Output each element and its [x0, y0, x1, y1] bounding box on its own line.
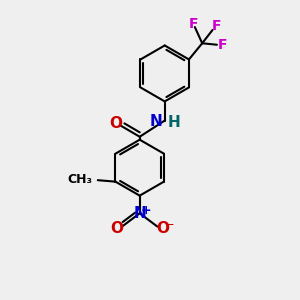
Text: F: F — [189, 16, 198, 31]
Text: H: H — [168, 115, 180, 130]
Text: +: + — [140, 204, 151, 217]
Text: F: F — [212, 20, 222, 34]
Text: ⁻: ⁻ — [166, 220, 173, 234]
Text: O: O — [110, 220, 123, 236]
Text: O: O — [156, 220, 169, 236]
Text: N: N — [133, 206, 146, 221]
Text: N: N — [150, 114, 162, 129]
Text: CH₃: CH₃ — [68, 173, 92, 186]
Text: F: F — [218, 38, 227, 52]
Text: O: O — [109, 116, 122, 131]
